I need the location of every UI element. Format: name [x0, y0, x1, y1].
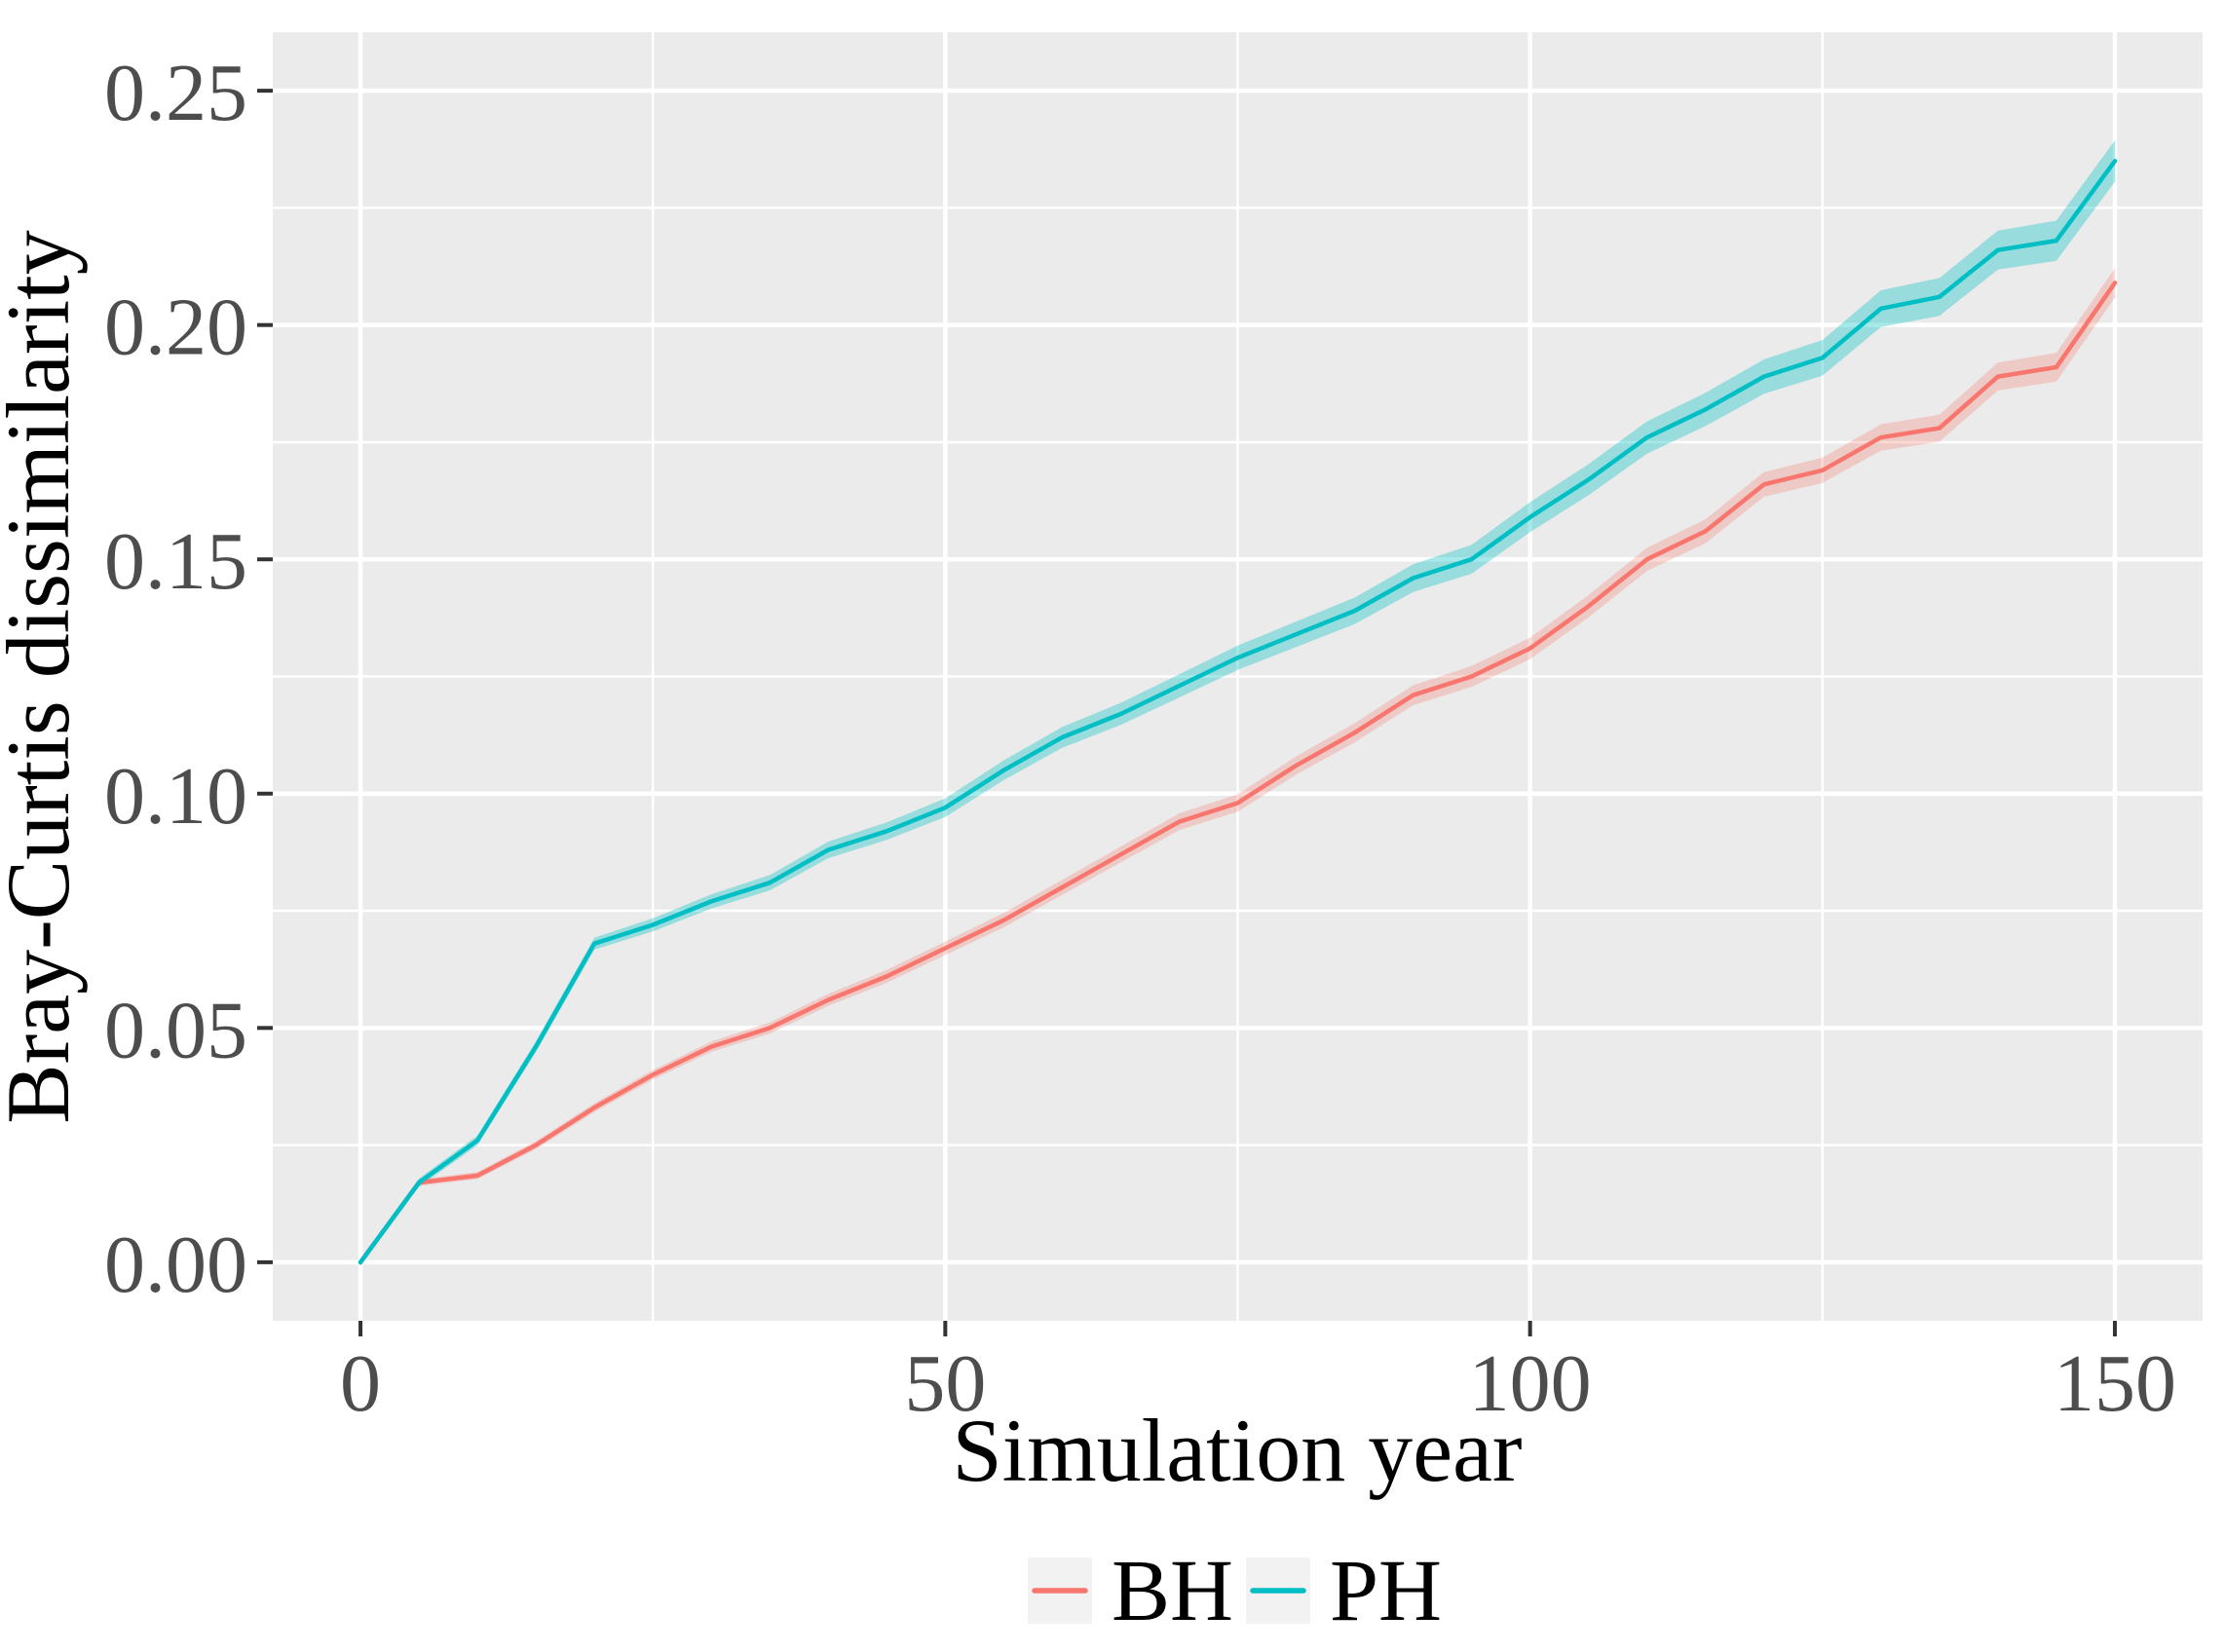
y-tick-label: 0.10	[104, 751, 247, 842]
y-axis-title: Bray-Curtis dissimilarity	[0, 230, 88, 1123]
x-tick-label: 50	[904, 1338, 986, 1429]
legend-label-PH: PH	[1330, 1543, 1442, 1639]
series-lines	[358, 159, 2118, 1265]
legend: BH PH	[1028, 1543, 1442, 1639]
y-tick-label: 0.25	[104, 48, 247, 138]
y-tick-label: 0.05	[104, 985, 247, 1075]
series-line-BH	[358, 281, 2118, 1265]
x-tick-label: 150	[2054, 1338, 2176, 1429]
y-tick-label: 0.15	[104, 516, 247, 607]
grid-minor-lines	[273, 32, 2203, 1321]
legend-label-BH: BH	[1112, 1543, 1233, 1639]
x-axis-title: Simulation year	[952, 1401, 1522, 1500]
y-tick-label: 0.00	[104, 1220, 247, 1310]
y-tick-label: 0.20	[104, 282, 247, 373]
x-tick-label: 100	[1469, 1338, 1592, 1429]
axis-tick-marks	[257, 89, 2117, 1336]
series-line-PH	[358, 159, 2118, 1265]
x-tick-label: 0	[340, 1338, 381, 1429]
grid-major-lines	[273, 32, 2203, 1321]
axis-tick-labels: 0 50 100 150 0.00 0.05 0.10 0.15 0.20 0.25	[104, 48, 2176, 1429]
